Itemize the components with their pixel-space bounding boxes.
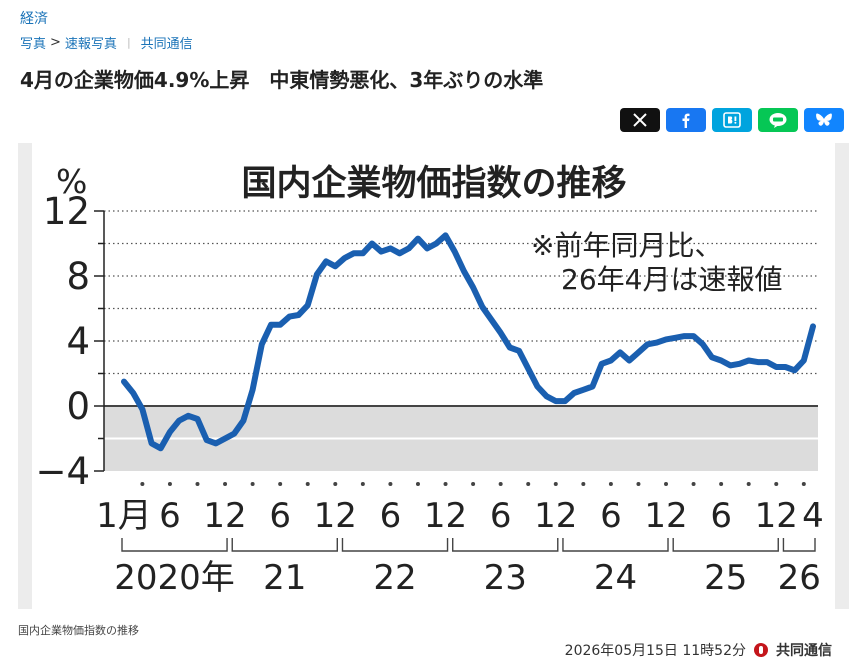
x-tick-label: 6 [490,496,512,536]
agency-name: 共同通信 [776,643,832,659]
year-bracket [782,538,816,552]
x-tick-dot [553,482,558,486]
breadcrumb-chevron-icon: > [50,35,61,50]
chart-note-line-2: 26年4月は速報値 [561,263,782,296]
facebook-icon [682,113,690,128]
figure-caption: 国内企業物価指数の推移 [18,624,139,637]
x-tick-label: 12 [203,496,246,536]
x-tick-dot [498,482,503,486]
year-label: 25 [704,558,747,598]
x-axis-labels: 1月 6 12 6 12 6 12 6 12 6 12 6 12 4 [96,496,824,536]
share-line-button[interactable] [758,108,798,132]
x-tick-dot [388,482,393,486]
x-tick-label: 4 [802,496,824,536]
x-tick-dot [664,482,669,486]
share-hatena-button[interactable] [712,108,752,132]
year-label: 2020年 [114,558,235,598]
share-buttons [620,108,844,132]
y-tick-label: 8 [66,255,90,298]
year-labels: 2020年 21 22 23 24 25 26 [114,538,821,598]
footer: 2026年05月15日 11時52分 共同通信 [565,640,832,660]
x-tick-label: 1月 [96,496,152,536]
x-tick-dot [415,482,420,486]
x-tick-label: 12 [755,496,798,536]
x-tick-dot [278,482,283,486]
x-tick-dot [746,482,751,486]
breadcrumb-item-kyodo[interactable]: 共同通信 [140,37,193,52]
x-tick-label: 6 [159,496,181,536]
chart-gridlines [104,210,818,440]
year-bracket [341,538,449,552]
x-tick-dot [471,482,476,486]
year-label: 21 [263,558,306,598]
x-tick-label: 12 [424,496,467,536]
x-tick-dot [691,482,696,486]
x-tick-dot [774,482,779,486]
year-label: 26 [778,558,821,598]
x-tick-dot [250,482,255,486]
year-bracket [562,538,669,552]
y-tick-label: 12 [43,190,90,233]
x-tick-dot [167,482,172,486]
y-axis-unit: % [56,162,87,201]
year-bracket [452,538,559,552]
chart-panel [32,143,835,609]
x-tick-dot [636,482,641,486]
kyodo-logo-icon [754,643,768,657]
x-tick-dot [333,482,338,486]
x-tick-dot [360,482,365,486]
x-tick-label: 6 [600,496,622,536]
x-tick-dot [305,482,310,486]
x-tick-label: 6 [269,496,291,536]
year-label: 23 [484,558,527,598]
x-tick-dot [443,482,448,486]
breadcrumb: 写真 > 速報写真 | 共同通信 [20,33,193,52]
series-line [121,232,816,452]
timestamp: 2026年05月15日 11時52分 [564,643,746,659]
x-tick-dot [608,482,613,486]
x-icon [633,113,647,127]
x-tick-label: 6 [380,496,402,536]
x-tick-label: 12 [644,496,687,536]
year-bracket [121,538,228,552]
y-axis-ticks: 12 8 4 0 −4 [35,190,105,493]
x-tick-dot [195,482,200,486]
x-tick-label: 12 [534,496,577,536]
chart-title: 国内企業物価指数の推移 [241,163,626,204]
share-facebook-button[interactable] [666,108,706,132]
page-title: 4月の企業物価4.9%上昇 中東情勢悪化、3年ぶりの水準 [20,68,544,92]
x-axis-dots [140,482,806,486]
y-tick-label: 4 [66,320,90,363]
x-tick-dot [223,482,228,486]
breadcrumb-item-photo[interactable]: 写真 [20,37,47,52]
category-link[interactable]: 経済 [20,11,48,27]
year-label: 22 [373,558,416,598]
bluesky-icon [816,113,832,126]
y-tick-label: −4 [35,450,90,493]
x-tick-dot [719,482,724,486]
hatena-icon [723,112,741,128]
x-tick-dot [801,482,806,486]
year-bracket [231,538,338,552]
x-tick-dot [140,482,145,486]
year-bracket [672,538,779,552]
chart-note-line-1: ※前年同月比、 [531,229,722,262]
y-tick-label: 0 [66,385,90,428]
line-icon [769,113,787,128]
breadcrumb-divider: | [126,36,131,49]
x-tick-label: 12 [314,496,357,536]
x-tick-label: 6 [710,496,732,536]
x-tick-dot [581,482,586,486]
breadcrumb-item-breaking-photo[interactable]: 速報写真 [64,37,117,52]
x-tick-dot [526,482,531,486]
year-label: 24 [594,558,637,598]
share-bluesky-button[interactable] [804,108,844,132]
share-x-button[interactable] [620,108,660,132]
